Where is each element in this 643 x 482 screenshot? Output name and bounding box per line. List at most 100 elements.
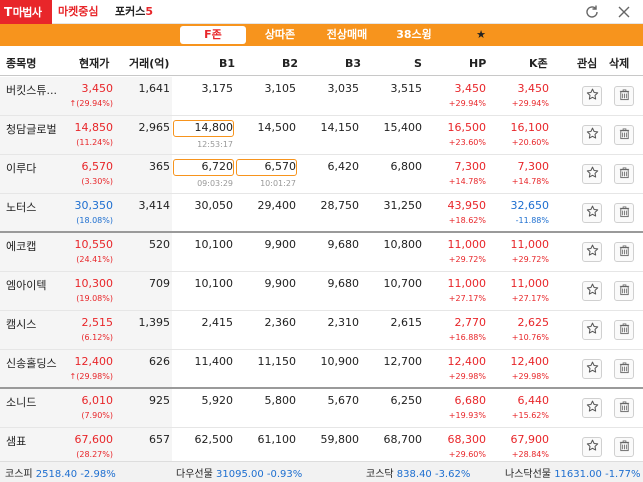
stock-name[interactable]: 이루다: [6, 162, 37, 175]
stock-name[interactable]: 노터스: [6, 201, 37, 214]
kzone-value: 11,000: [510, 277, 550, 290]
watch-star-button[interactable]: [582, 203, 602, 223]
table-row[interactable]: 신송홀딩스 12,400 ↑(29.98%) 626 11,400 11,150 10,90…: [0, 350, 643, 389]
b1-value: 11,400: [194, 355, 234, 368]
stock-name[interactable]: 버킷스튜...: [6, 84, 57, 97]
delete-button[interactable]: [614, 320, 634, 340]
tab-focus-number: 5: [145, 5, 154, 18]
table-row[interactable]: 캠시스 2,515 (6.12%) 1,395 2,415 2,360 2,310 2,615…: [0, 311, 643, 350]
s-value: 3,515: [390, 82, 423, 95]
header-hp[interactable]: HP: [469, 57, 487, 70]
watch-star-button[interactable]: [582, 125, 602, 145]
b1-value: 10,100: [194, 277, 234, 290]
ticker-kosdaq-label: 코스닥: [366, 469, 394, 480]
close-icon[interactable]: [615, 3, 633, 21]
filter-tab-fzone[interactable]: F존: [180, 26, 246, 44]
b1-value: 2,415: [201, 316, 234, 329]
stock-name[interactable]: 에코캡: [6, 240, 37, 253]
header-b1[interactable]: B1: [219, 57, 236, 70]
current-price: 12,400: [74, 355, 114, 368]
trade-volume: 925: [149, 394, 170, 407]
header-s[interactable]: S: [414, 57, 422, 70]
hp-value: 11,000: [447, 277, 487, 290]
change-percent: ↑(29.94%): [69, 99, 113, 108]
watch-star-button[interactable]: [582, 359, 602, 379]
watch-star-button[interactable]: [582, 437, 602, 457]
trade-volume: 2,965: [138, 121, 171, 134]
trade-volume: 1,395: [138, 316, 171, 329]
s-value: 15,400: [383, 121, 423, 134]
delete-button[interactable]: [614, 125, 634, 145]
table-row[interactable]: 버킷스튜... 3,450 ↑(29.94%) 1,641 3,175 3,105 3,03…: [0, 77, 643, 116]
left-column-bg: [0, 155, 172, 193]
hp-percent: +29.98%: [448, 372, 486, 381]
delete-button[interactable]: [614, 203, 634, 223]
trash-icon: [618, 400, 631, 416]
table-row[interactable]: 노터스 30,350 (18.08%) 3,414 30,050 29,400 28,750…: [0, 194, 643, 233]
refresh-icon[interactable]: [583, 3, 601, 21]
left-column-bg: [0, 389, 172, 427]
b2-hit-time: 10:01:27: [260, 179, 296, 188]
header-kzone[interactable]: K존: [529, 57, 548, 70]
stock-name[interactable]: 캠시스: [6, 318, 37, 331]
b3-value: 9,680: [327, 277, 360, 290]
top-bar: T 마법사 마켓중심 포커스5: [0, 0, 643, 24]
trash-icon: [618, 244, 631, 260]
table-row[interactable]: 이루다 6,570 (3.30%) 365 09:03:29 10:01:27 6,720 6…: [0, 155, 643, 194]
header-name[interactable]: 종목명: [6, 57, 37, 70]
stock-name[interactable]: 청담글로벌: [6, 123, 57, 136]
change-percent: (18.08%): [76, 216, 113, 225]
b2-value: 2,360: [264, 316, 297, 329]
header-b3[interactable]: B3: [345, 57, 362, 70]
hp-percent: +18.62%: [448, 216, 486, 225]
header-price[interactable]: 현재가: [79, 57, 110, 70]
star-icon: [586, 88, 599, 104]
filter-tab-38swing[interactable]: 38스윙: [396, 28, 432, 41]
watch-star-button[interactable]: [582, 242, 602, 262]
trade-volume: 626: [149, 355, 170, 368]
delete-button[interactable]: [614, 86, 634, 106]
b3-value: 59,800: [320, 433, 360, 446]
star-icon: [586, 166, 599, 182]
kzone-percent: -11.88%: [515, 216, 549, 225]
kzone-value: 3,450: [517, 82, 550, 95]
delete-button[interactable]: [614, 437, 634, 457]
table-row[interactable]: 샘표 67,600 (28.27%) 657 62,500 61,100 59,800 68,…: [0, 428, 643, 467]
header-volume[interactable]: 거래(억): [129, 57, 170, 70]
header-b2[interactable]: B2: [282, 57, 299, 70]
delete-button[interactable]: [614, 281, 634, 301]
delete-button[interactable]: [614, 164, 634, 184]
table-row[interactable]: 엠아이텍 10,300 (19.08%) 709 10,100 9,900 9,680 10,…: [0, 272, 643, 311]
watch-star-button[interactable]: [582, 398, 602, 418]
stock-name[interactable]: 소니드: [6, 396, 37, 409]
tab-market-center[interactable]: 마켓중심: [58, 5, 99, 18]
b1-value: 30,050: [194, 199, 234, 212]
left-column-bg: [0, 350, 172, 387]
table-row[interactable]: 에코캡 10,550 (24.41%) 520 10,100 9,900 9,680 10,8…: [0, 233, 643, 272]
tab-focus-label: 포커스: [115, 5, 146, 18]
stock-name[interactable]: 신송홀딩스: [6, 357, 57, 370]
delete-button[interactable]: [614, 242, 634, 262]
delete-button[interactable]: [614, 359, 634, 379]
table-row[interactable]: 청담글로벌 14,850 (11.24%) 2,965 12:53:17 14,800 14…: [0, 116, 643, 155]
star-icon: [586, 205, 599, 221]
stock-name[interactable]: 샘표: [6, 435, 27, 448]
delete-button[interactable]: [614, 398, 634, 418]
stock-name[interactable]: 엠아이텍: [6, 279, 47, 292]
left-column-bg: [0, 428, 172, 466]
hp-value: 16,500: [447, 121, 487, 134]
b2-value: 9,900: [264, 238, 297, 251]
app-logo: T 마법사: [0, 0, 52, 24]
watch-star-button[interactable]: [582, 86, 602, 106]
watch-star-button[interactable]: [582, 164, 602, 184]
filter-tab-star[interactable]: ★: [476, 28, 486, 41]
watch-star-button[interactable]: [582, 281, 602, 301]
filter-tab-jeonsang[interactable]: 전상매매: [326, 28, 368, 41]
hp-percent: +14.78%: [448, 177, 486, 186]
trash-icon: [618, 88, 631, 104]
filter-tab-sangttazone[interactable]: 상따존: [264, 28, 296, 41]
watch-star-button[interactable]: [582, 320, 602, 340]
tab-focus5[interactable]: 포커스5: [115, 0, 153, 24]
table-row[interactable]: 소니드 6,010 (7.90%) 925 5,920 5,800 5,670 6,250 6,…: [0, 389, 643, 428]
hp-value: 6,680: [454, 394, 487, 407]
